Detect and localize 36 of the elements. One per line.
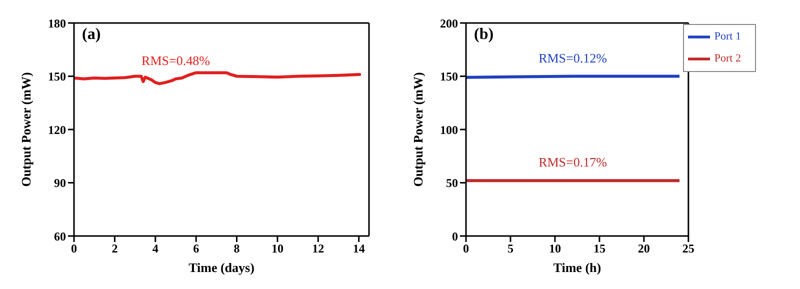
y-tick-label: 120 xyxy=(48,122,66,137)
x-tick-label: 10 xyxy=(271,242,284,256)
x-tick-label: 6 xyxy=(193,242,200,256)
x-tick-label: 0 xyxy=(463,242,469,256)
line-series xyxy=(74,71,362,86)
y-tick-label: 200 xyxy=(440,16,458,30)
y-tick-label: 150 xyxy=(440,70,458,84)
y-axis-title: Output Power (mW) xyxy=(18,72,34,187)
y-tick-label: 150 xyxy=(48,70,66,84)
x-tick-label: 14 xyxy=(352,242,365,256)
x-tick-label: 15 xyxy=(593,242,606,256)
x-tick-label: 25 xyxy=(682,242,694,256)
x-tick-label: 0 xyxy=(71,242,77,256)
chart-title: (a) xyxy=(82,26,101,44)
y-tick-label: 0 xyxy=(452,229,458,244)
x-tick-label: 4 xyxy=(152,242,158,256)
y-tick-label: 50 xyxy=(446,176,458,190)
y-tick-label: 60 xyxy=(54,229,66,244)
y-tick-label: 100 xyxy=(440,122,458,137)
x-tick-label: 8 xyxy=(234,242,240,256)
annotation: RMS=0.17% xyxy=(538,154,608,170)
legend-label: Port 2 xyxy=(714,52,741,65)
x-axis-title: Time (h) xyxy=(553,260,602,275)
x-axis-title: Time (days) xyxy=(188,260,254,275)
annotation: RMS=0.12% xyxy=(538,50,608,66)
x-tick-label: 10 xyxy=(548,242,561,256)
legend-label: Port 1 xyxy=(714,30,741,43)
y-axis-title: Output Power (mW) xyxy=(410,72,426,187)
annotation: RMS=0.48% xyxy=(142,52,210,68)
x-tick-label: 12 xyxy=(312,242,324,256)
chart-title: (b) xyxy=(474,26,494,44)
x-tick-label: 2 xyxy=(112,242,118,256)
y-tick-label: 90 xyxy=(54,176,66,190)
x-tick-label: 5 xyxy=(507,242,514,256)
y-tick-label: 180 xyxy=(48,16,66,30)
x-tick-label: 20 xyxy=(638,242,650,256)
